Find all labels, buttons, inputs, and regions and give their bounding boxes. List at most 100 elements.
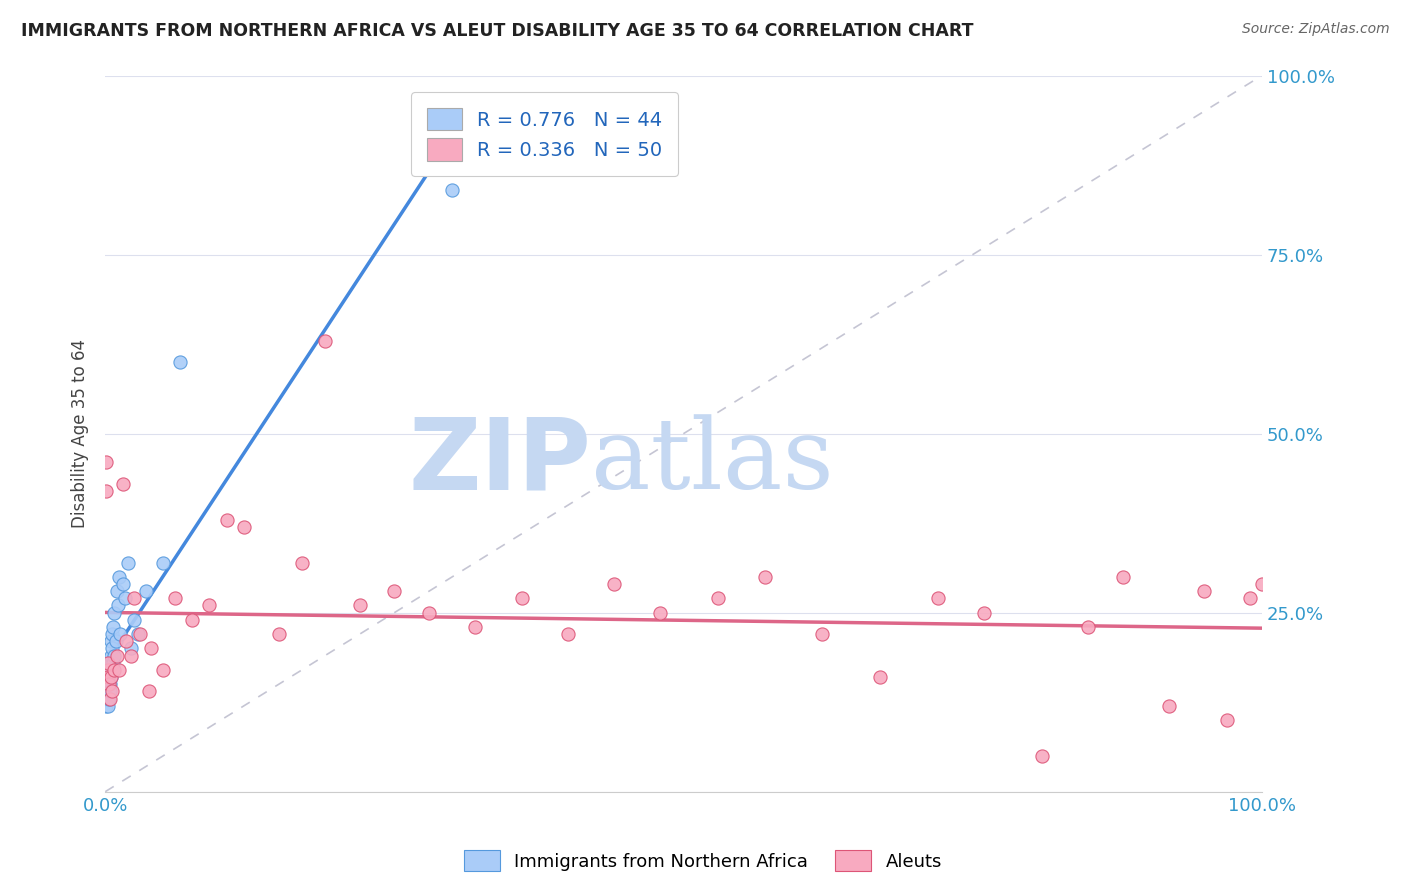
Point: [811, 627, 834, 641]
Point: [100, 670, 122, 684]
Point: [98, 656, 121, 670]
Point: [103, 656, 125, 670]
Point: [122, 591, 145, 606]
Point: [349, 599, 371, 613]
Point: [1077, 620, 1099, 634]
Point: [120, 641, 142, 656]
Point: [97, 691, 120, 706]
Point: [384, 584, 406, 599]
Point: [510, 591, 533, 606]
Point: [96, 670, 118, 684]
Point: [129, 627, 152, 641]
Point: [138, 684, 160, 698]
Point: [96, 483, 118, 498]
Point: [97, 677, 120, 691]
Point: [152, 663, 174, 677]
Point: [96, 684, 118, 698]
Point: [169, 355, 191, 369]
Point: [869, 670, 891, 684]
Point: [96, 698, 118, 713]
Point: [108, 663, 131, 677]
Point: [96, 691, 118, 706]
Point: [98, 677, 121, 691]
Point: [927, 591, 949, 606]
Point: [103, 648, 125, 663]
Point: [100, 648, 122, 663]
Point: [101, 627, 124, 641]
Point: [96, 684, 118, 698]
Point: [96, 670, 118, 684]
Point: [603, 577, 626, 591]
Point: [98, 663, 121, 677]
Point: [107, 599, 129, 613]
Point: [1112, 570, 1135, 584]
Y-axis label: Disability Age 35 to 64: Disability Age 35 to 64: [72, 339, 89, 528]
Point: [101, 663, 124, 677]
Point: [103, 663, 125, 677]
Point: [1159, 698, 1181, 713]
Point: [108, 570, 131, 584]
Point: [97, 670, 120, 684]
Point: [104, 634, 127, 648]
Text: IMMIGRANTS FROM NORTHERN AFRICA VS ALEUT DISABILITY AGE 35 TO 64 CORRELATION CHA: IMMIGRANTS FROM NORTHERN AFRICA VS ALEUT…: [21, 22, 973, 40]
Text: atlas: atlas: [591, 415, 834, 510]
Point: [291, 556, 314, 570]
Point: [1239, 591, 1261, 606]
Text: Source: ZipAtlas.com: Source: ZipAtlas.com: [1241, 22, 1389, 37]
Point: [557, 627, 579, 641]
Point: [163, 591, 186, 606]
Point: [115, 634, 138, 648]
Point: [111, 476, 134, 491]
Point: [110, 627, 132, 641]
Point: [1216, 713, 1239, 727]
Legend: Immigrants from Northern Africa, Aleuts: Immigrants from Northern Africa, Aleuts: [457, 843, 949, 879]
Point: [127, 627, 149, 641]
Point: [96, 670, 118, 684]
Point: [96, 663, 118, 677]
Text: ZIP: ZIP: [408, 414, 591, 511]
Point: [103, 620, 125, 634]
Point: [105, 648, 128, 663]
Point: [181, 613, 204, 627]
Point: [97, 677, 120, 691]
Point: [105, 584, 128, 599]
Point: [100, 670, 122, 684]
Point: [101, 641, 124, 656]
Point: [198, 599, 221, 613]
Point: [96, 698, 118, 713]
Point: [754, 570, 776, 584]
Point: [418, 606, 440, 620]
Point: [314, 334, 336, 348]
Point: [215, 512, 238, 526]
Point: [141, 641, 163, 656]
Point: [101, 684, 124, 698]
Point: [96, 656, 118, 670]
Point: [96, 677, 118, 691]
Point: [114, 591, 136, 606]
Point: [707, 591, 730, 606]
Point: [973, 606, 995, 620]
Point: [1031, 748, 1053, 763]
Point: [96, 663, 118, 677]
Point: [122, 613, 145, 627]
Point: [441, 183, 464, 197]
Point: [233, 519, 256, 533]
Point: [103, 606, 125, 620]
Point: [96, 677, 118, 691]
Point: [117, 556, 139, 570]
Point: [97, 684, 120, 698]
Point: [152, 556, 174, 570]
Point: [464, 620, 486, 634]
Point: [96, 691, 118, 706]
Legend: R = 0.776   N = 44, R = 0.336   N = 50: R = 0.776 N = 44, R = 0.336 N = 50: [412, 93, 678, 177]
Point: [96, 455, 118, 469]
Point: [1251, 577, 1274, 591]
Point: [1192, 584, 1215, 599]
Point: [267, 627, 290, 641]
Point: [111, 577, 134, 591]
Point: [120, 648, 142, 663]
Point: [135, 584, 157, 599]
Point: [100, 634, 122, 648]
Point: [98, 684, 121, 698]
Point: [650, 606, 672, 620]
